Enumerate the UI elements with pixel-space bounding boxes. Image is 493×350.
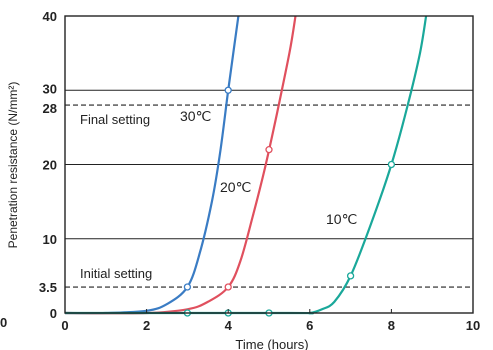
- marker-layer: [183, 86, 396, 317]
- data-point-2-4: [387, 160, 396, 169]
- data-point-2-3: [346, 272, 355, 280]
- x-tick-label: 4: [225, 318, 233, 333]
- x-tick-label: 2: [143, 318, 150, 333]
- data-point-0-1: [224, 86, 232, 94]
- y-tick-label: 0: [50, 306, 57, 321]
- y-tick-label: 3.5: [39, 280, 57, 295]
- x-tick-label: 8: [388, 318, 395, 333]
- y-axis-label: Penetration resistance (N/mm²): [6, 82, 20, 249]
- data-point-0-0: [183, 283, 192, 291]
- y-tick-label: 30: [43, 81, 57, 96]
- series-line-0: [64, 15, 240, 315]
- initial-setting-label: Initial setting: [80, 266, 152, 281]
- y-tick-label: 40: [43, 9, 57, 24]
- y-tick-label: 28: [43, 101, 57, 116]
- reference-lines: [65, 104, 473, 288]
- x-tick-label: 0: [61, 318, 68, 333]
- series-label-30c: 30℃: [180, 108, 211, 124]
- data-point-1-1: [265, 145, 273, 154]
- tick-labels: 0 2 4 6 8 10 0 3.5 10 20 28 30 40: [39, 9, 480, 333]
- plot-frame: [64, 15, 474, 314]
- grid-lines: [65, 89, 473, 240]
- data-point-1-0: [224, 283, 232, 291]
- y-tick-label: 10: [43, 232, 57, 247]
- series-line-1: [64, 15, 297, 315]
- x-tick-label: 10: [466, 318, 480, 333]
- x-tick-label: 6: [306, 318, 313, 333]
- series-label-20c: 20℃: [220, 179, 251, 195]
- stray-zero-label: 0: [0, 315, 7, 330]
- series-label-10c: 10℃: [326, 211, 357, 227]
- x-axis-label: Time (hours): [235, 337, 308, 350]
- final-setting-label: Final setting: [80, 112, 150, 127]
- y-tick-label: 20: [43, 158, 57, 173]
